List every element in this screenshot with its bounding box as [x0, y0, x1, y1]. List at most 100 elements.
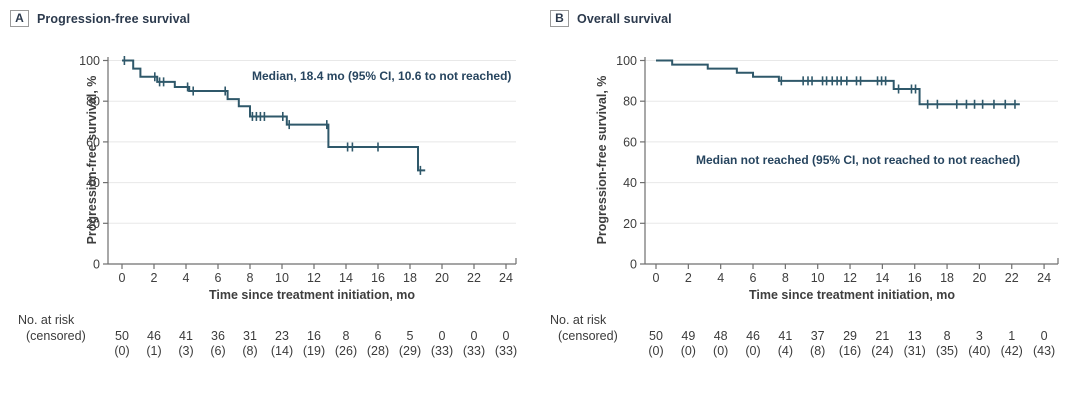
at-risk-count: 23 [275, 329, 289, 343]
x-tick-label: 20 [972, 271, 986, 285]
at-risk-count: 0 [438, 329, 446, 343]
x-tick-label: 14 [339, 271, 353, 285]
x-tick-label: 18 [403, 271, 417, 285]
y-tick-label: 100 [616, 54, 637, 68]
y-tick-label: 0 [630, 258, 637, 272]
gridlines [645, 60, 1058, 224]
censored-count: (33) [430, 344, 454, 358]
at-risk-count: 31 [243, 329, 257, 343]
y-tick-label: 100 [79, 54, 100, 68]
y-tick-label: 80 [623, 95, 637, 109]
x-tick-label: 22 [1005, 271, 1019, 285]
km-chart-mount-a: 0 20 40 60 80 100 0 2 4 6 8 10 12 14 16 18 20 22 24 [0, 0, 540, 310]
y-axis-label: Progression-free survival, % [595, 75, 609, 245]
at-risk-count: 21 [875, 329, 890, 343]
x-tick-label: 8 [247, 271, 254, 285]
x-tick-label: 8 [782, 271, 789, 285]
x-tick-label: 4 [717, 271, 724, 285]
survival-curve [122, 59, 426, 172]
risk-table-label: No. at risk [18, 313, 75, 327]
censored-count: (0) [648, 344, 664, 358]
x-tick-label: 6 [750, 271, 757, 285]
censored-count: (26) [334, 344, 358, 358]
panel-letter-badge: B [550, 10, 569, 27]
censored-count: (0) [680, 344, 696, 358]
x-tick-label: 16 [908, 271, 922, 285]
y-tick-label: 60 [86, 135, 100, 149]
x-axis-title: Time since treatment initiation, mo [208, 288, 416, 302]
x-tick-label: 0 [119, 271, 126, 285]
y-tick-label: 20 [86, 217, 100, 231]
median-annotation: Median, 18.4 mo (95% CI, 10.6 to not rea… [252, 69, 512, 83]
x-tick-label: 20 [435, 271, 449, 285]
y-tick-label: 0 [93, 258, 100, 272]
at-risk-count: 0 [1040, 329, 1048, 343]
at-risk-count: 49 [681, 329, 696, 343]
at-risk-count: 36 [211, 329, 225, 343]
x-tick-label: 0 [653, 271, 660, 285]
censored-count: (40) [968, 344, 991, 358]
x-tick-label: 10 [811, 271, 825, 285]
panel-title: Progression-free survival [37, 11, 191, 26]
at-risk-count: 41 [179, 329, 193, 343]
censored-count: (19) [302, 344, 326, 358]
at-risk-count: 46 [147, 329, 161, 343]
at-risk-count: 1 [1008, 329, 1016, 343]
at-risk-count: 50 [115, 329, 129, 343]
x-tick-label: 12 [307, 271, 321, 285]
at-risk-count: 29 [843, 329, 857, 343]
median-annotation: Median not reached (95% CI, not reached … [696, 153, 1021, 167]
censored-count: (8) [810, 344, 826, 358]
x-tick-label: 6 [215, 271, 222, 285]
censored-count: (29) [398, 344, 422, 358]
x-tick-label: 4 [183, 271, 190, 285]
x-tick-label: 24 [499, 271, 513, 285]
censored-count: (33) [462, 344, 486, 358]
censored-count: (24) [871, 344, 894, 358]
censored-count: (31) [903, 344, 926, 358]
at-risk-count: 16 [307, 329, 321, 343]
panel-progression-free-survival: 0 20 40 60 80 100 0 2 4 6 8 10 12 14 16 18 20 22 24 A Prog… [0, 0, 540, 358]
at-risk-count: 13 [907, 329, 922, 343]
at-risk-count: 5 [406, 329, 414, 343]
censored-count: (0) [713, 344, 729, 358]
panel-title: Overall survival [577, 11, 672, 26]
censored-count: (1) [146, 344, 162, 358]
at-risk-count: 3 [975, 329, 983, 343]
at-risk-count: 0 [502, 329, 510, 343]
y-tick-label: 20 [623, 217, 637, 231]
censored-count: (14) [270, 344, 294, 358]
at-risk-count: 48 [713, 329, 728, 343]
censored-count: (28) [366, 344, 390, 358]
axes [640, 57, 1059, 269]
panel-header: A Progression-free survival [10, 10, 190, 27]
y-axis-label: Progression-free survival, % [85, 75, 99, 245]
censored-count: (33) [494, 344, 518, 358]
censored-count: (0) [114, 344, 130, 358]
censored-count: (42) [1000, 344, 1023, 358]
censored-count: (6) [210, 344, 226, 358]
at-risk-count: 8 [943, 329, 951, 343]
x-tick-label: 12 [843, 271, 857, 285]
x-axis-title: Time since treatment initiation, mo [748, 288, 956, 302]
censor-marks [123, 56, 422, 175]
survival-curve [656, 59, 1020, 106]
y-tick-label: 80 [86, 95, 100, 109]
censored-count: (3) [178, 344, 194, 358]
at-risk-count: 6 [374, 329, 382, 343]
km-chart-mount-b: 0 20 40 60 80 100 0 2 4 6 8 10 12 14 16 18 20 22 24 [540, 0, 1080, 310]
censored-count: (35) [935, 344, 959, 358]
panel-header: B Overall survival [550, 10, 672, 27]
x-tick-label: 2 [685, 271, 692, 285]
x-tick-label: 24 [1037, 271, 1051, 285]
panel-letter-badge: A [10, 10, 29, 27]
censored-count: (0) [745, 344, 761, 358]
x-tick-label: 22 [467, 271, 481, 285]
at-risk-count: 0 [470, 329, 478, 343]
y-tick-label: 60 [623, 135, 637, 149]
risk-table-label: No. at risk [550, 313, 607, 327]
x-tick-label: 18 [940, 271, 954, 285]
y-tick-label: 40 [623, 176, 637, 190]
